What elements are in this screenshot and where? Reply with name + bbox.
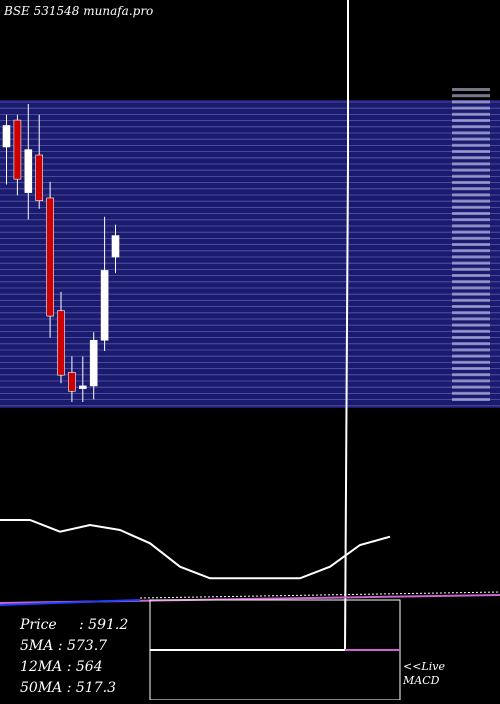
price-tick-label [452, 193, 490, 197]
candle-body [13, 119, 22, 180]
price-tick-label [452, 311, 490, 315]
price-tick-label [452, 354, 490, 358]
stat-12ma-sep: : [66, 659, 72, 675]
price-tick-label [452, 267, 490, 271]
price-tick-label [452, 261, 490, 265]
stat-12ma-label: 12MA [20, 659, 63, 675]
price-tick-label [452, 137, 490, 141]
stat-price-sep: : [78, 617, 84, 633]
price-tick-label [452, 243, 490, 246]
price-tick-label [452, 181, 490, 184]
stat-50ma-label: 50MA [20, 680, 63, 696]
price-tick-label [452, 274, 490, 277]
price-tick-label [452, 391, 490, 395]
price-tick-label [452, 255, 490, 259]
price-tick-label [452, 249, 490, 253]
stat-price-label: Price [20, 617, 57, 633]
stat-price-value: 591.2 [88, 617, 129, 633]
price-tick-label [452, 143, 490, 147]
price-tick-label [452, 205, 490, 209]
stat-5ma-sep: : [57, 638, 63, 654]
candle-body [79, 385, 87, 389]
stat-50ma-value: 517.3 [75, 680, 116, 696]
macd-label-line1: <<Live [403, 660, 445, 673]
price-stats: Price : 591.2 5MA : 573.7 12MA : 564 50M… [20, 615, 128, 699]
stat-12ma-value: 564 [75, 659, 103, 675]
price-tick-label [452, 100, 490, 104]
candle-body [46, 197, 54, 317]
price-tick-label [452, 360, 490, 364]
price-tick-label [452, 119, 490, 122]
chart-title: BSE 531548 munafa.pro [4, 4, 154, 18]
price-tick-label [452, 212, 490, 215]
candle-body [100, 270, 109, 341]
price-tick-label [452, 156, 490, 160]
macd-label-line2: MACD [403, 674, 440, 687]
candle-body [35, 154, 44, 201]
price-tick-label [452, 88, 490, 91]
price-tick-label [452, 162, 490, 166]
price-tick-label [452, 367, 490, 370]
stat-5ma: 5MA : 573.7 [20, 636, 128, 657]
price-tick-label [452, 199, 490, 203]
price-tick-label [452, 336, 490, 339]
stat-5ma-label: 5MA [20, 638, 54, 654]
price-tick-label [452, 329, 490, 333]
candle-body [89, 339, 98, 387]
candle-body [68, 372, 76, 392]
price-tick-label [452, 292, 490, 296]
stat-5ma-value: 573.7 [66, 638, 108, 654]
price-tick-label [452, 224, 490, 228]
price-tick-label [452, 342, 490, 346]
price-tick-label [452, 168, 490, 172]
price-tick-label [452, 379, 490, 383]
candle-body [2, 125, 11, 148]
indicator-line [0, 519, 391, 580]
stat-12ma: 12MA : 564 [20, 657, 128, 678]
price-tick-label [452, 373, 490, 377]
price-tick-label [452, 106, 490, 110]
price-tick-label [452, 348, 490, 352]
price-band [0, 100, 500, 408]
macd-label: <<Live MACD [403, 660, 445, 688]
price-tick-label [452, 385, 490, 389]
candle-body [24, 149, 33, 193]
price-tick-label [452, 94, 490, 98]
price-tick-label [452, 218, 490, 222]
price-tick-label [452, 187, 490, 191]
price-tick-label [452, 317, 490, 321]
price-tick-label [452, 280, 490, 284]
price-tick-label [452, 230, 490, 234]
candle-body [57, 310, 65, 376]
price-tick-label [452, 150, 490, 153]
price-tick-label [452, 305, 490, 308]
price-tick-label [452, 286, 490, 290]
price-tick-label [452, 125, 490, 129]
ma-line-dotted [139, 591, 500, 599]
ma-line-blue [0, 599, 141, 606]
price-tick-label [452, 131, 490, 135]
stat-price: Price : 591.2 [20, 615, 128, 636]
stat-50ma-sep: : [66, 680, 72, 696]
price-tick-label [452, 398, 490, 401]
price-tick-label [452, 174, 490, 178]
stat-50ma: 50MA : 517.3 [20, 678, 128, 699]
separator-line [344, 161, 349, 651]
price-tick-label [452, 298, 490, 302]
price-tick-label [452, 323, 490, 327]
price-tick-label [452, 112, 490, 116]
price-tick-label [452, 236, 490, 240]
candle-body [111, 235, 120, 258]
